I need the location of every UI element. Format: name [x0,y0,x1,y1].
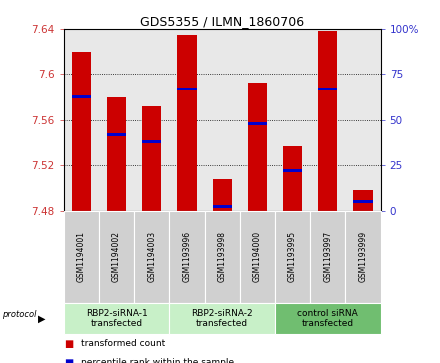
Bar [142,106,161,211]
Bar [213,179,232,211]
Text: GSM1194002: GSM1194002 [112,231,121,282]
Bar [283,169,302,172]
Bar [177,35,197,211]
Bar [248,83,267,211]
Text: RBP2-siRNA-2
transfected: RBP2-siRNA-2 transfected [191,309,253,328]
Bar [353,200,373,203]
Bar [72,52,91,211]
Bar [248,122,267,125]
Bar [72,95,91,98]
Text: protocol: protocol [2,310,37,319]
Text: GSM1193995: GSM1193995 [288,231,297,282]
Text: transformed count: transformed count [81,339,165,348]
Bar [318,87,337,90]
Text: RBP2-siRNA-1
transfected: RBP2-siRNA-1 transfected [86,309,147,328]
Bar [142,140,161,143]
Text: control siRNA
transfected: control siRNA transfected [297,309,358,328]
Text: percentile rank within the sample: percentile rank within the sample [81,358,235,363]
Text: GSM1194000: GSM1194000 [253,231,262,282]
Bar [213,205,232,208]
Text: ■: ■ [64,339,73,350]
Bar [283,146,302,211]
Bar [353,190,373,211]
Bar [177,87,197,90]
Text: GSM1193998: GSM1193998 [218,231,227,282]
Text: ▶: ▶ [38,314,46,323]
Title: GDS5355 / ILMN_1860706: GDS5355 / ILMN_1860706 [140,15,304,28]
Text: GSM1193996: GSM1193996 [183,231,191,282]
Text: GSM1194001: GSM1194001 [77,231,86,282]
Bar [318,31,337,211]
Text: ■: ■ [64,358,73,363]
Bar [107,133,126,136]
Text: GSM1193999: GSM1193999 [359,231,367,282]
Text: GSM1194003: GSM1194003 [147,231,156,282]
Text: GSM1193997: GSM1193997 [323,231,332,282]
Bar [107,97,126,211]
